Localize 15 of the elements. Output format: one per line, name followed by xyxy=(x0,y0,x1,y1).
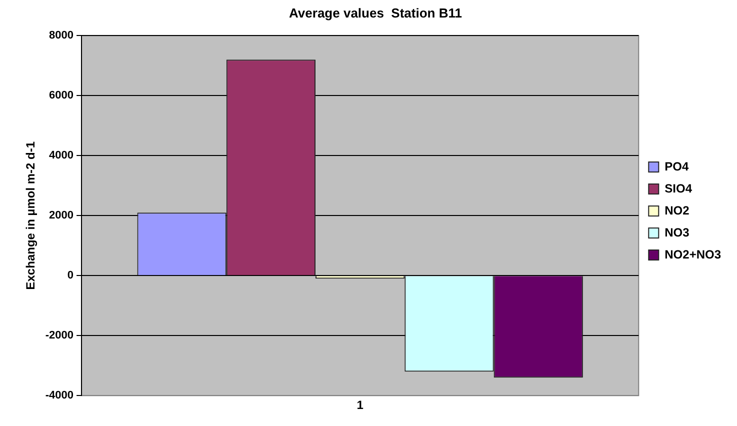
legend-label: PO4 xyxy=(664,159,689,174)
legend-label: NO3 xyxy=(664,225,690,240)
y-tick-label: 4000 xyxy=(49,150,74,162)
y-tick-label: 0 xyxy=(67,270,74,282)
legend-label: NO2+NO3 xyxy=(664,247,722,262)
legend-label: SIO4 xyxy=(664,181,692,196)
x-tick-label: 1 xyxy=(356,398,364,412)
chart-title: Average values Station B11 xyxy=(289,5,462,20)
y-tick-label: 6000 xyxy=(49,90,74,102)
legend-label: NO2 xyxy=(664,203,690,218)
y-tick-label: -4000 xyxy=(45,390,74,402)
y-tick-label: -2000 xyxy=(45,330,74,342)
y-tick-label: 2000 xyxy=(49,210,74,222)
y-axis-title: Exchange in µmol m-2 d-1 xyxy=(24,141,38,290)
y-tick-label: 8000 xyxy=(49,30,74,42)
